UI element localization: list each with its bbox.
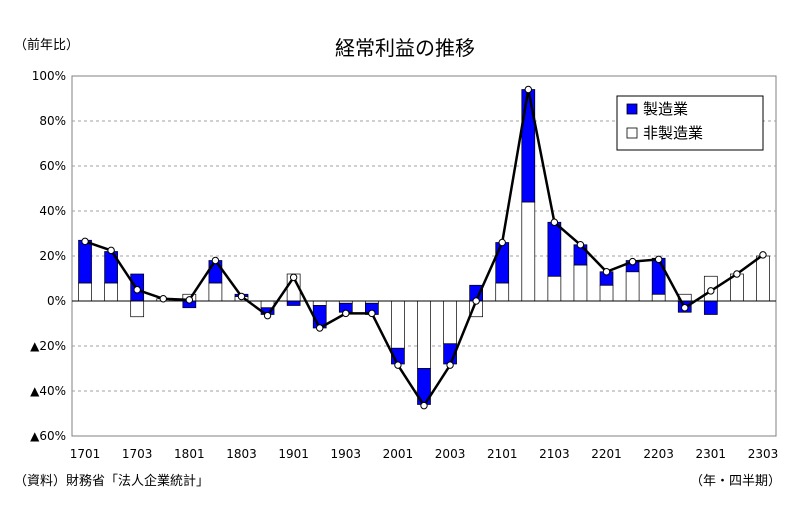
y-tick-label: 20% xyxy=(39,249,66,263)
legend-box xyxy=(616,95,764,151)
total-point xyxy=(368,309,376,318)
total-point xyxy=(681,304,689,312)
x-tick-label: 1803 xyxy=(226,447,257,461)
bar-non-manufacturing xyxy=(521,201,536,302)
bar-non-manufacturing xyxy=(260,300,275,309)
y-unit-label: （前年比） xyxy=(14,38,80,53)
x-tick-label: 2303 xyxy=(748,447,779,461)
total-point xyxy=(159,295,167,303)
bar-non-manufacturing xyxy=(130,300,145,318)
total-point xyxy=(263,311,272,320)
total-point xyxy=(289,273,298,282)
source-note: （資料）財務省「法人企業統計」 xyxy=(14,474,210,489)
bar-non-manufacturing xyxy=(208,282,223,302)
total-point xyxy=(211,256,220,265)
total-point xyxy=(602,268,611,276)
legend-label-manufacturing: 製造業 xyxy=(643,100,688,118)
bar-non-manufacturing xyxy=(625,271,640,302)
x-tick-label: 2201 xyxy=(591,447,622,461)
total-point xyxy=(237,292,246,301)
bar-manufacturing xyxy=(495,242,510,284)
legend-swatch-manufacturing xyxy=(626,103,638,115)
legend-label-non-manufacturing: 非製造業 xyxy=(643,124,703,142)
total-point xyxy=(576,241,585,249)
x-tick-label: 1903 xyxy=(331,447,362,461)
y-tick-label: 100% xyxy=(32,69,66,83)
total-point xyxy=(759,251,767,259)
x-tick-label: 2001 xyxy=(383,447,414,461)
total-point xyxy=(394,361,402,369)
total-point xyxy=(550,218,559,226)
x-tick-label: 1703 xyxy=(122,447,153,461)
legend-swatch-non-manufacturing xyxy=(626,127,638,139)
y-tick-label: 0% xyxy=(47,294,66,308)
total-point xyxy=(446,361,454,369)
y-tick-label: ▲20% xyxy=(30,339,66,353)
total-point xyxy=(133,286,141,294)
total-point xyxy=(654,255,663,264)
bar-manufacturing xyxy=(547,221,562,277)
total-point xyxy=(498,238,506,247)
chart-title: 経常利益の推移 xyxy=(335,36,475,60)
total-point xyxy=(628,257,637,266)
bar-non-manufacturing xyxy=(104,282,118,302)
x-tick-label: 2103 xyxy=(539,447,570,461)
bar-non-manufacturing xyxy=(495,282,510,302)
total-point xyxy=(472,297,480,305)
bar-non-manufacturing xyxy=(78,282,92,302)
bar-manufacturing xyxy=(78,239,92,284)
bar-non-manufacturing xyxy=(651,293,666,302)
total-point xyxy=(707,287,715,295)
total-point xyxy=(185,296,194,304)
total-point xyxy=(342,309,350,318)
x-tick-label: 2203 xyxy=(643,447,674,461)
x-tick-label: 1901 xyxy=(278,447,309,461)
x-tick-label: 1701 xyxy=(70,447,101,461)
x-tick-label: 2101 xyxy=(487,447,518,461)
y-tick-label: 60% xyxy=(39,159,66,173)
y-tick-label: 80% xyxy=(39,114,66,128)
bar-non-manufacturing xyxy=(312,300,327,306)
total-point xyxy=(420,401,428,410)
bar-non-manufacturing xyxy=(443,300,457,345)
x-tick-label: 2003 xyxy=(435,447,466,461)
y-tick-label: ▲40% xyxy=(30,384,66,398)
bar-non-manufacturing xyxy=(391,300,405,349)
bar-non-manufacturing xyxy=(547,275,562,302)
total-point xyxy=(316,324,324,332)
bar-manufacturing xyxy=(286,300,301,306)
bar-non-manufacturing xyxy=(599,284,614,302)
total-point xyxy=(733,270,741,278)
y-tick-label: ▲60% xyxy=(30,429,66,443)
bar-manufacturing xyxy=(651,257,666,295)
bar-non-manufacturing xyxy=(417,300,431,369)
x-tick-label: 2301 xyxy=(696,447,727,461)
y-tick-label: 40% xyxy=(39,204,66,218)
x-tick-label: 1801 xyxy=(174,447,205,461)
x-unit-label: （年・四半期） xyxy=(690,474,782,489)
bar-non-manufacturing xyxy=(756,255,770,302)
total-point xyxy=(524,85,532,94)
total-point xyxy=(107,246,115,255)
total-point xyxy=(81,237,89,246)
bar-non-manufacturing xyxy=(573,264,588,302)
bar-manufacturing xyxy=(703,300,718,315)
